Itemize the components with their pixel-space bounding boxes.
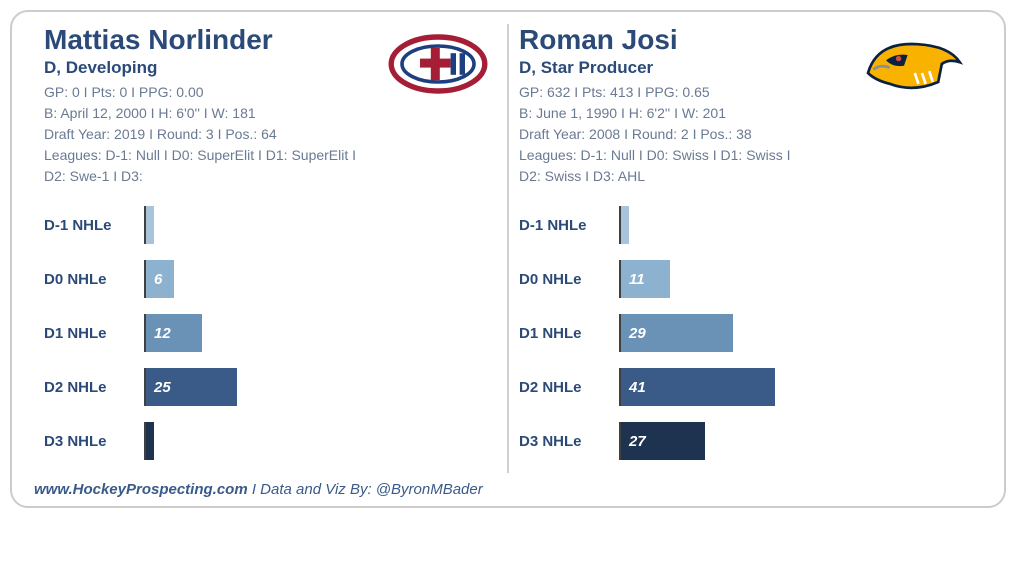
bar-row: D3 NHLe27 xyxy=(519,419,972,463)
bar-row: D2 NHLe41 xyxy=(519,365,972,409)
bar-fill: 11 xyxy=(621,260,670,298)
footer-credit: I Data and Viz By: @ByronMBader xyxy=(248,481,483,498)
bar-chart: D-1 NHLe D0 NHLe6 D1 NHLe12 D2 NHLe25 D3 NHL… xyxy=(44,203,497,463)
bio-line: B: June 1, 1990 I H: 6'2'' I W: 201 xyxy=(519,103,972,124)
bar-row: D-1 NHLe xyxy=(519,203,972,247)
bar-track: 41 xyxy=(619,368,972,406)
draft-line: Draft Year: 2008 I Round: 2 I Pos.: 38 xyxy=(519,124,972,145)
leagues-line-2: D2: Swiss I D3: AHL xyxy=(519,166,972,187)
footer: www.HockeyProspecting.com I Data and Viz… xyxy=(34,481,982,498)
leagues-line-1: Leagues: D-1: Null I D0: Swiss I D1: Swi… xyxy=(519,145,972,166)
bar-label: D3 NHLe xyxy=(519,433,619,450)
bar-track xyxy=(144,206,497,244)
bar-track: 6 xyxy=(144,260,497,298)
bar-chart: D-1 NHLe D0 NHLe11 D1 NHLe29 D2 NHLe41 D3 NH… xyxy=(519,203,972,463)
bar-fill: 41 xyxy=(621,368,775,406)
bar-fill: 27 xyxy=(621,422,705,460)
bar-track: 25 xyxy=(144,368,497,406)
bar-row: D2 NHLe25 xyxy=(44,365,497,409)
bar-fill: 25 xyxy=(146,368,237,406)
bar-row: D-1 NHLe xyxy=(44,203,497,247)
bar-label: D-1 NHLe xyxy=(519,217,619,234)
bar-row: D1 NHLe12 xyxy=(44,311,497,355)
bar-fill: 12 xyxy=(146,314,202,352)
team-logo-predators xyxy=(858,28,968,100)
bar-label: D2 NHLe xyxy=(44,379,144,396)
bar-fill xyxy=(146,422,154,460)
bar-track: 12 xyxy=(144,314,497,352)
bio-line: B: April 12, 2000 I H: 6'0'' I W: 181 xyxy=(44,103,497,124)
bar-label: D0 NHLe xyxy=(44,271,144,288)
bar-label: D1 NHLe xyxy=(519,325,619,342)
team-logo-canadiens xyxy=(383,28,493,100)
bar-label: D2 NHLe xyxy=(519,379,619,396)
bar-track: 27 xyxy=(619,422,972,460)
columns: Mattias Norlinder D, Developing GP: 0 I … xyxy=(34,24,982,473)
player-column-1: Roman Josi D, Star Producer GP: 632 I Pt… xyxy=(507,24,982,473)
bar-label: D-1 NHLe xyxy=(44,217,144,234)
player-column-0: Mattias Norlinder D, Developing GP: 0 I … xyxy=(34,24,507,473)
bar-fill xyxy=(146,206,154,244)
leagues-line-1: Leagues: D-1: Null I D0: SuperElit I D1:… xyxy=(44,145,497,166)
leagues-line-2: D2: Swe-1 I D3: xyxy=(44,166,497,187)
footer-site: www.HockeyProspecting.com xyxy=(34,481,248,498)
bar-label: D1 NHLe xyxy=(44,325,144,342)
bar-row: D0 NHLe11 xyxy=(519,257,972,301)
bar-track: 11 xyxy=(619,260,972,298)
bar-track: 29 xyxy=(619,314,972,352)
bar-row: D0 NHLe6 xyxy=(44,257,497,301)
bar-fill: 29 xyxy=(621,314,733,352)
bar-fill: 6 xyxy=(146,260,174,298)
player-comparison-card: Mattias Norlinder D, Developing GP: 0 I … xyxy=(10,10,1006,508)
bar-label: D3 NHLe xyxy=(44,433,144,450)
bar-track xyxy=(619,206,972,244)
draft-line: Draft Year: 2019 I Round: 3 I Pos.: 64 xyxy=(44,124,497,145)
bar-row: D1 NHLe29 xyxy=(519,311,972,355)
bar-row: D3 NHLe xyxy=(44,419,497,463)
bar-track xyxy=(144,422,497,460)
bar-fill xyxy=(621,206,629,244)
bar-label: D0 NHLe xyxy=(519,271,619,288)
